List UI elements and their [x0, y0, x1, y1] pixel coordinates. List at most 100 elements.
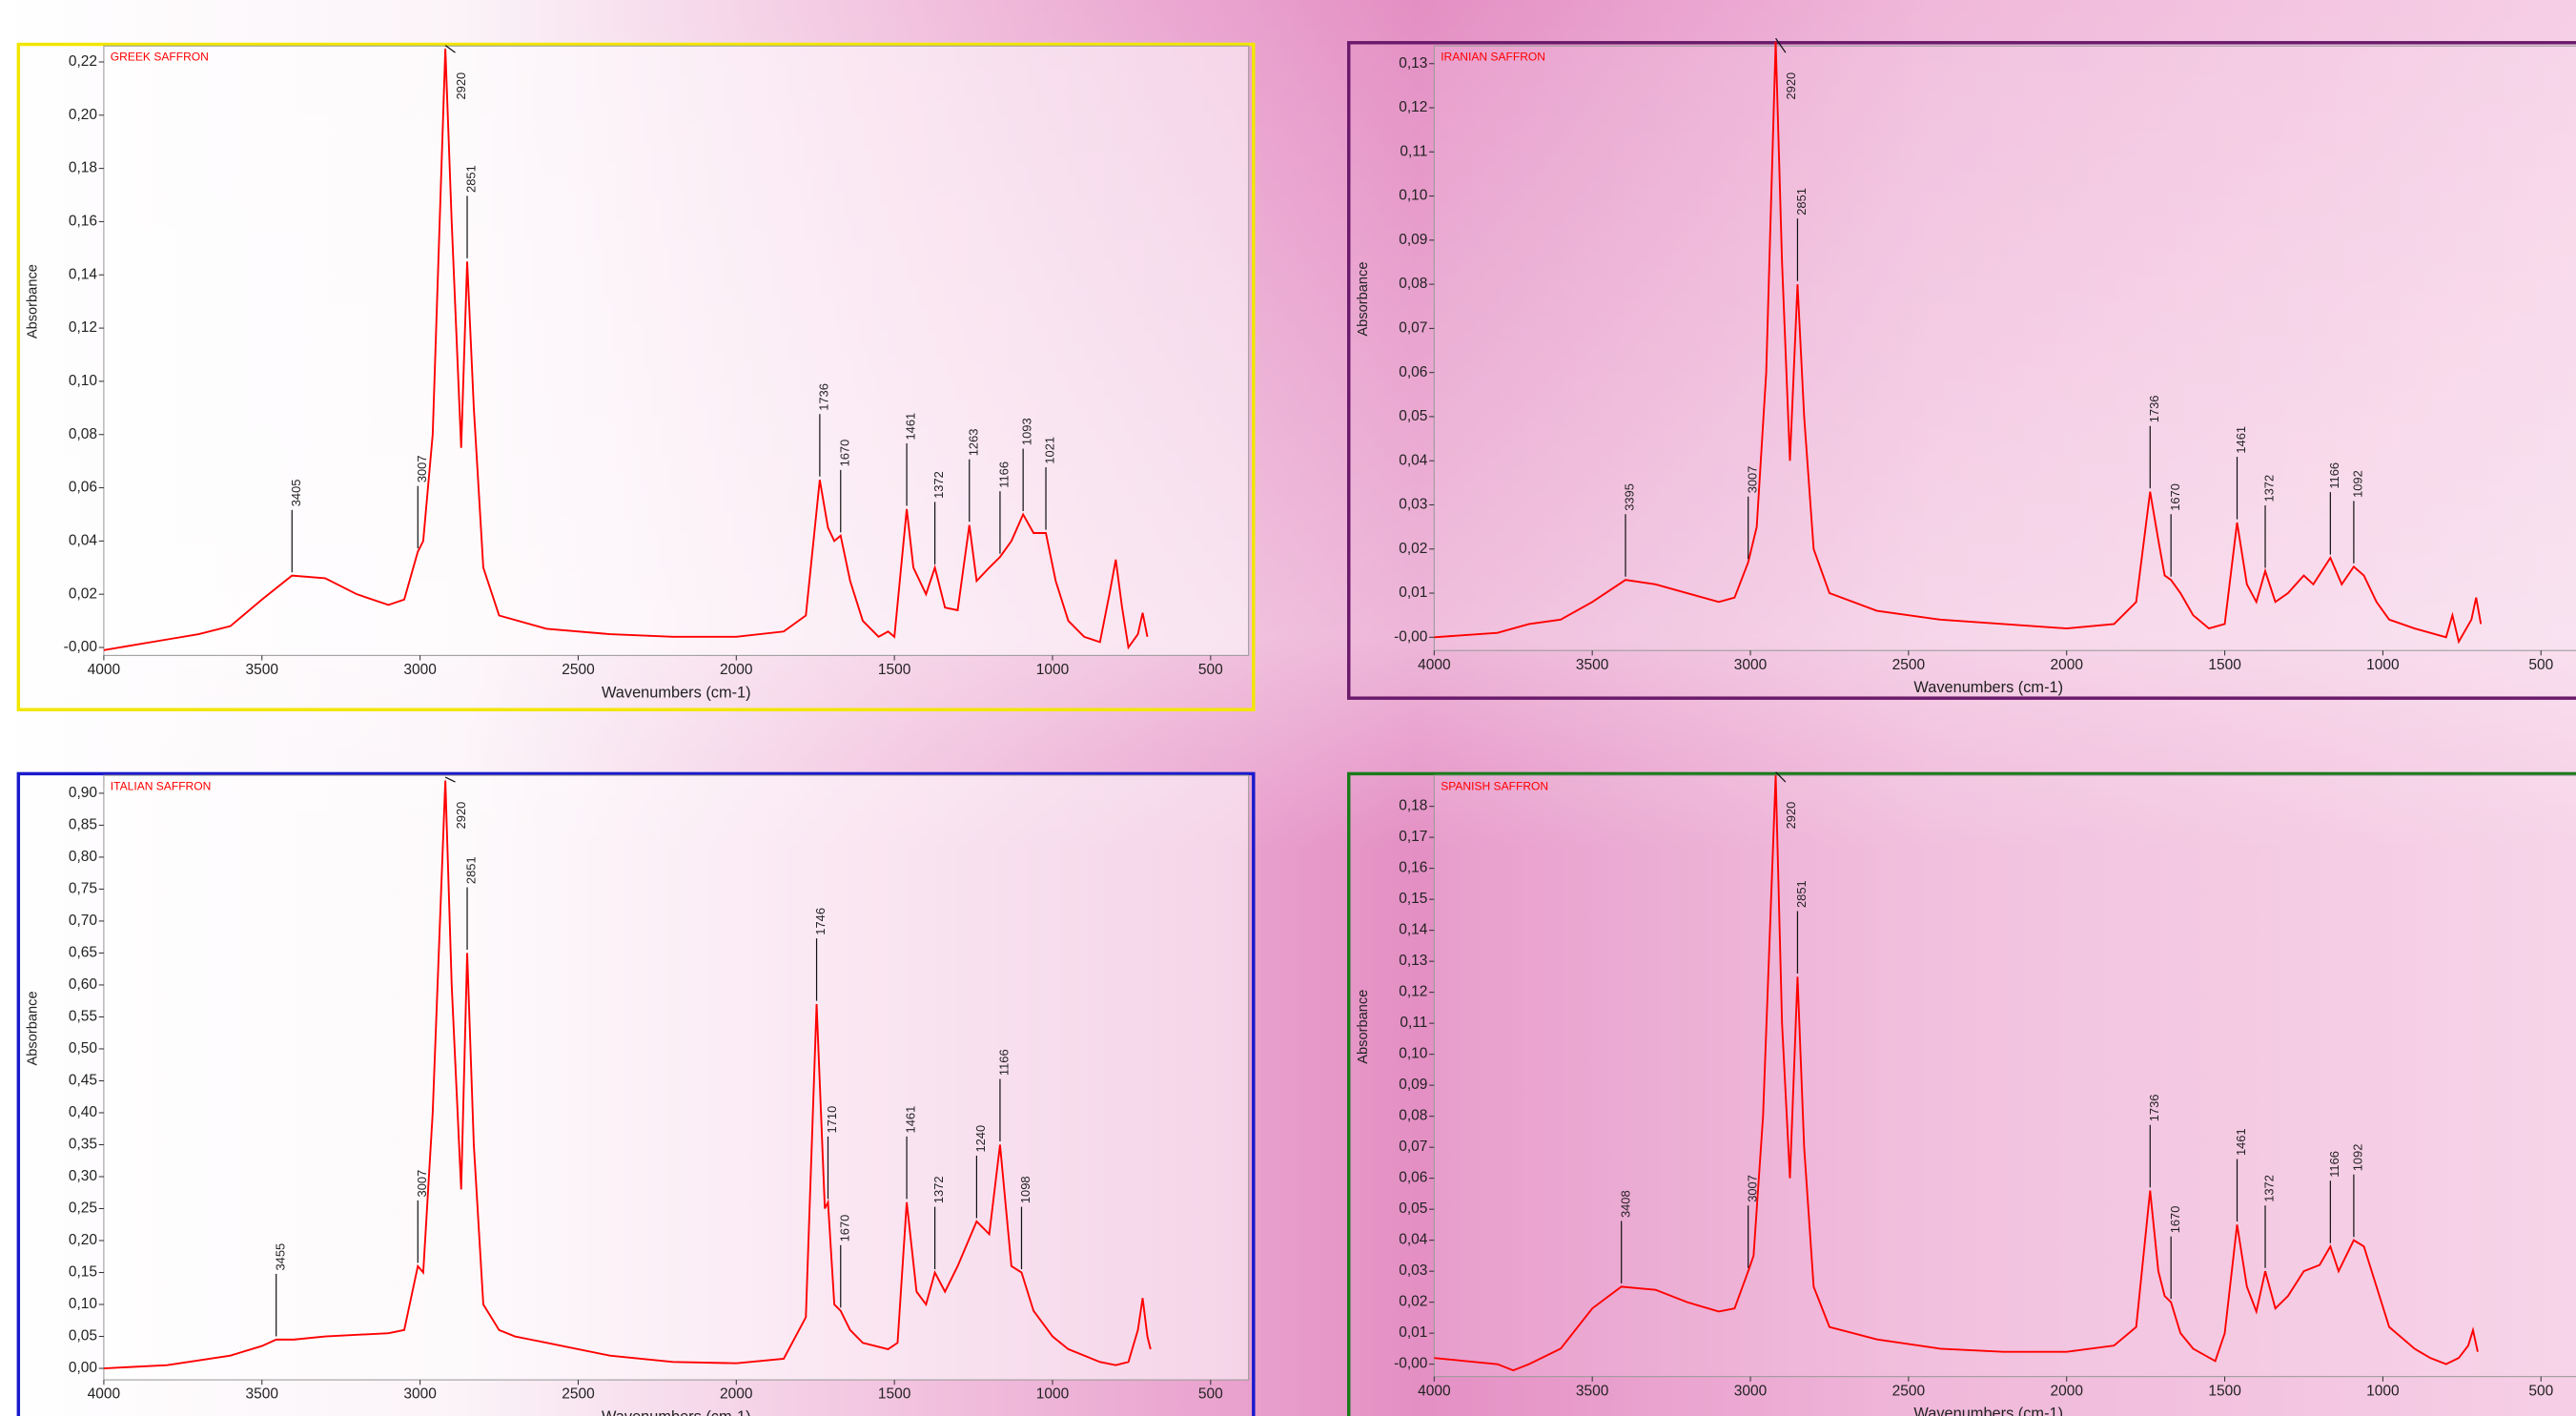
- peak-label: 3007: [415, 455, 429, 482]
- chart-title: GREEK SAFFRON: [111, 50, 209, 63]
- y-tick-label: 0,09: [1399, 1077, 1427, 1093]
- peak-label: 2920: [454, 802, 468, 830]
- y-tick-label: 0,50: [69, 1040, 98, 1057]
- x-tick-label: 3000: [1734, 657, 1768, 673]
- x-tick-label: 3500: [1576, 657, 1609, 673]
- x-tick-label: 3000: [403, 1386, 437, 1403]
- y-tick-label: 0,15: [1399, 891, 1427, 907]
- peak-label: 1736: [2147, 1095, 2161, 1122]
- y-tick-label: 0,04: [1399, 1232, 1428, 1248]
- peak-label: 1166: [2327, 462, 2341, 489]
- peak-label: 1372: [2262, 475, 2277, 503]
- peak-label: 1710: [825, 1106, 839, 1134]
- x-tick-label: 4000: [1418, 657, 1451, 673]
- x-tick-label: 1000: [2366, 657, 2400, 673]
- chart-title: IRANIAN SAFFRON: [1441, 50, 1545, 63]
- peak-label: 3405: [289, 480, 303, 507]
- x-tick-label: 1000: [2366, 1383, 2400, 1399]
- peak-label: 1736: [816, 383, 830, 411]
- y-axis-label: Absorbance: [1356, 990, 1371, 1064]
- x-tick-label: 1500: [2208, 1383, 2241, 1399]
- y-tick-label: 0,05: [1399, 1201, 1427, 1217]
- y-tick-label: 0,17: [1399, 829, 1427, 845]
- y-tick-label: 0,00: [69, 1360, 98, 1376]
- peak-label: 1372: [931, 471, 946, 499]
- y-tick-label: 0,10: [69, 1296, 98, 1312]
- y-tick-label: 0,02: [1399, 1294, 1427, 1310]
- spectrum-panel: -0,000,020,040,060,080,100,120,140,160,1…: [18, 45, 1253, 710]
- x-tick-label: 500: [2528, 657, 2553, 673]
- plot-area: [1434, 46, 2576, 650]
- peak-label: 1736: [2147, 396, 2161, 423]
- x-tick-label: 1500: [878, 1386, 911, 1403]
- peak-label: 1093: [1020, 418, 1034, 445]
- y-tick-label: 0,14: [69, 266, 98, 282]
- x-tick-label: 4000: [1418, 1383, 1451, 1399]
- x-tick-label: 4000: [88, 1386, 121, 1403]
- peak-label: 1461: [904, 1106, 918, 1134]
- y-tick-label: 0,13: [1399, 953, 1427, 969]
- peak-label: 1098: [1018, 1176, 1032, 1203]
- x-tick-label: 500: [1198, 1386, 1223, 1403]
- peak-label: 1461: [2234, 1128, 2248, 1156]
- y-tick-label: 0,06: [1399, 1170, 1427, 1186]
- y-tick-label: 0,02: [69, 585, 97, 602]
- peak-label: 1263: [966, 429, 980, 457]
- y-tick-label: 0,11: [1400, 143, 1427, 159]
- y-tick-label: 0,06: [1399, 364, 1427, 380]
- peak-label: 1670: [2168, 1206, 2182, 1234]
- y-tick-label: 0,20: [69, 1232, 98, 1248]
- y-tick-label: 0,90: [69, 785, 98, 801]
- peak-label: 2920: [1784, 72, 1798, 100]
- x-axis-label: Wavenumbers (cm-1): [602, 1408, 751, 1416]
- y-tick-label: 0,10: [1399, 188, 1428, 204]
- peak-label: 1372: [2262, 1175, 2277, 1202]
- y-tick-label: 0,13: [1399, 55, 1427, 72]
- y-tick-label: 0,18: [1399, 798, 1427, 814]
- peak-label: 3395: [1623, 483, 1637, 511]
- y-tick-label: 0,45: [69, 1073, 97, 1089]
- y-tick-label: 0,04: [1399, 452, 1428, 468]
- figure: -0,000,020,040,060,080,100,120,140,160,1…: [0, 0, 2576, 1416]
- chart-title: ITALIAN SAFFRON: [111, 779, 212, 792]
- peak-label: 3007: [1745, 1175, 1759, 1202]
- x-axis-label: Wavenumbers (cm-1): [602, 684, 751, 701]
- x-tick-label: 1500: [878, 662, 911, 678]
- page: -0,000,020,040,060,080,100,120,140,160,1…: [0, 0, 2576, 1416]
- y-tick-label: 0,18: [69, 160, 97, 176]
- peak-label: 2851: [1794, 188, 1809, 215]
- x-tick-label: 3500: [246, 1386, 279, 1403]
- x-tick-label: 3500: [246, 662, 279, 678]
- x-tick-label: 3500: [1576, 1383, 1609, 1399]
- y-tick-label: -0,00: [1394, 1356, 1428, 1372]
- peak-label: 1670: [837, 1215, 851, 1242]
- peak-label: 1461: [2234, 426, 2248, 454]
- peak-label: 1021: [1043, 437, 1057, 464]
- peak-label: 3455: [273, 1243, 287, 1271]
- peak-label: 3408: [1618, 1190, 1632, 1218]
- y-tick-label: 0,07: [1399, 319, 1427, 336]
- y-axis-label: Absorbance: [1356, 262, 1371, 337]
- y-tick-label: 0,75: [69, 881, 97, 897]
- peak-label: 2851: [464, 856, 479, 884]
- y-tick-label: 0,10: [1399, 1046, 1428, 1062]
- spectrum-panel: -0,000,010,020,030,040,050,060,070,080,0…: [1349, 38, 2576, 698]
- y-tick-label: 0,15: [69, 1264, 97, 1281]
- y-tick-label: 0,03: [1399, 497, 1427, 513]
- y-tick-label: 0,25: [69, 1201, 97, 1217]
- peak-label: 2920: [1784, 802, 1798, 830]
- y-axis-label: Absorbance: [26, 991, 41, 1065]
- y-tick-label: 0,60: [69, 976, 98, 993]
- spectrum-panel: 0,000,050,100,150,200,250,300,350,400,45…: [18, 773, 1253, 1416]
- x-tick-label: 2500: [1892, 657, 1926, 673]
- y-tick-label: 0,01: [1399, 1324, 1427, 1341]
- y-tick-label: 0,08: [1399, 1108, 1427, 1124]
- x-tick-label: 500: [2528, 1383, 2553, 1399]
- peak-label: 3007: [415, 1170, 429, 1198]
- peak-label: 1092: [2350, 1144, 2364, 1172]
- x-tick-label: 2000: [720, 1386, 753, 1403]
- plot-area: [104, 46, 1249, 655]
- x-tick-label: 500: [1198, 662, 1223, 678]
- chart-title: SPANISH SAFFRON: [1441, 779, 1548, 792]
- y-tick-label: 0,14: [1399, 922, 1428, 938]
